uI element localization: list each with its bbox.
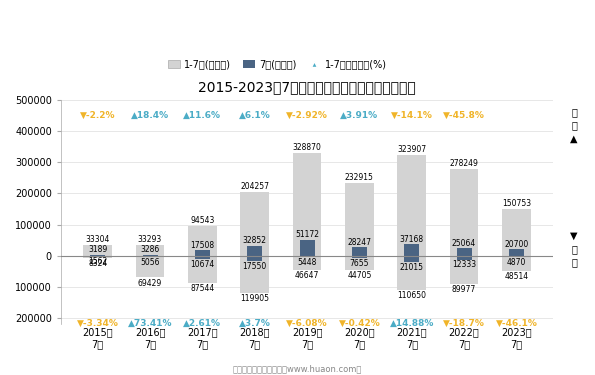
- Bar: [345, 256, 374, 270]
- Bar: [248, 256, 262, 261]
- Text: 25064: 25064: [452, 238, 476, 248]
- Text: 制图：华经产业研究院（www.huaon.com）: 制图：华经产业研究院（www.huaon.com）: [233, 364, 362, 373]
- Text: 278249: 278249: [450, 159, 478, 168]
- Text: ▲: ▲: [571, 134, 578, 144]
- Text: 323907: 323907: [397, 145, 427, 154]
- Bar: [136, 256, 164, 278]
- Text: 328870: 328870: [293, 143, 321, 152]
- Text: ▲3.91%: ▲3.91%: [340, 111, 378, 120]
- Text: ▲18.4%: ▲18.4%: [131, 111, 169, 120]
- Bar: [404, 256, 419, 262]
- Bar: [90, 255, 105, 256]
- Text: 口: 口: [571, 258, 577, 267]
- Bar: [352, 256, 367, 258]
- Text: 204257: 204257: [240, 182, 269, 191]
- Text: ▼-3.34%: ▼-3.34%: [77, 319, 118, 328]
- Text: 口: 口: [571, 121, 577, 130]
- Text: 87544: 87544: [190, 284, 214, 293]
- Text: 17508: 17508: [190, 241, 214, 250]
- Text: 46647: 46647: [295, 272, 320, 280]
- Bar: [509, 256, 524, 257]
- Bar: [456, 248, 472, 256]
- Bar: [450, 256, 478, 284]
- Bar: [404, 244, 419, 256]
- Text: 110650: 110650: [397, 291, 426, 300]
- Text: 8324: 8324: [88, 260, 107, 268]
- Text: 69429: 69429: [138, 279, 162, 288]
- Text: 5448: 5448: [298, 258, 317, 267]
- Bar: [248, 246, 262, 256]
- Text: 37168: 37168: [400, 235, 424, 244]
- Text: 20700: 20700: [505, 240, 528, 249]
- Bar: [195, 256, 210, 259]
- Bar: [83, 245, 112, 256]
- Bar: [188, 256, 217, 283]
- Text: ▼: ▼: [571, 231, 578, 241]
- Bar: [240, 192, 269, 256]
- Bar: [143, 256, 158, 257]
- Text: ▼-46.1%: ▼-46.1%: [496, 319, 537, 328]
- Bar: [136, 245, 164, 256]
- Bar: [143, 255, 158, 256]
- Text: ▲2.61%: ▲2.61%: [183, 319, 221, 328]
- Title: 2015-2023年7月大连湾里综合保税区进、出口额: 2015-2023年7月大连湾里综合保税区进、出口额: [198, 81, 416, 94]
- Text: 89977: 89977: [452, 285, 476, 294]
- Text: 33293: 33293: [138, 236, 162, 244]
- Text: 21015: 21015: [400, 263, 424, 272]
- Text: ▼-18.7%: ▼-18.7%: [443, 319, 485, 328]
- Bar: [352, 247, 367, 256]
- Text: ▼-45.8%: ▼-45.8%: [443, 111, 485, 120]
- Text: 232915: 232915: [345, 173, 374, 182]
- Bar: [450, 169, 478, 256]
- Text: ▲14.88%: ▲14.88%: [390, 319, 434, 328]
- Text: 44705: 44705: [347, 271, 372, 280]
- Text: 150753: 150753: [502, 199, 531, 208]
- Text: ▼-14.1%: ▼-14.1%: [391, 111, 433, 120]
- Bar: [397, 256, 426, 290]
- Bar: [83, 256, 112, 258]
- Text: ▼-2.2%: ▼-2.2%: [80, 111, 115, 120]
- Bar: [456, 256, 472, 260]
- Text: 7655: 7655: [350, 259, 369, 268]
- Text: ▲6.1%: ▲6.1%: [239, 111, 271, 120]
- Text: 进: 进: [571, 244, 577, 254]
- Text: 3189: 3189: [88, 245, 107, 254]
- Text: 33304: 33304: [86, 236, 110, 244]
- Text: ▲73.41%: ▲73.41%: [128, 319, 173, 328]
- Legend: 1-7月(万美元), 7月(万美元), 1-7月同比增速(%): 1-7月(万美元), 7月(万美元), 1-7月同比增速(%): [164, 56, 391, 73]
- Bar: [345, 183, 374, 256]
- Bar: [299, 256, 315, 258]
- Text: 94543: 94543: [190, 216, 215, 225]
- Text: 3286: 3286: [140, 245, 159, 254]
- Text: 48514: 48514: [505, 272, 528, 281]
- Bar: [397, 155, 426, 256]
- Bar: [195, 251, 210, 256]
- Text: 51172: 51172: [295, 230, 319, 239]
- Text: 10674: 10674: [190, 260, 214, 268]
- Text: ▼-0.42%: ▼-0.42%: [339, 319, 380, 328]
- Text: 出: 出: [571, 108, 577, 117]
- Text: 119905: 119905: [240, 294, 269, 303]
- Bar: [240, 256, 269, 293]
- Bar: [293, 153, 321, 256]
- Text: 5056: 5056: [140, 258, 160, 267]
- Text: ▲3.7%: ▲3.7%: [239, 319, 271, 328]
- Bar: [502, 256, 531, 271]
- Text: 17550: 17550: [243, 262, 267, 271]
- Text: 1562: 1562: [88, 257, 107, 266]
- Text: 4870: 4870: [507, 258, 526, 267]
- Text: ▼-6.08%: ▼-6.08%: [286, 319, 328, 328]
- Text: 28247: 28247: [347, 237, 371, 246]
- Bar: [509, 249, 524, 256]
- Text: 12333: 12333: [452, 260, 476, 269]
- Bar: [293, 256, 321, 270]
- Bar: [188, 226, 217, 256]
- Text: ▲11.6%: ▲11.6%: [183, 111, 221, 120]
- Bar: [502, 209, 531, 256]
- Text: 32852: 32852: [243, 236, 267, 245]
- Bar: [299, 240, 315, 256]
- Text: ▼-2.92%: ▼-2.92%: [286, 111, 328, 120]
